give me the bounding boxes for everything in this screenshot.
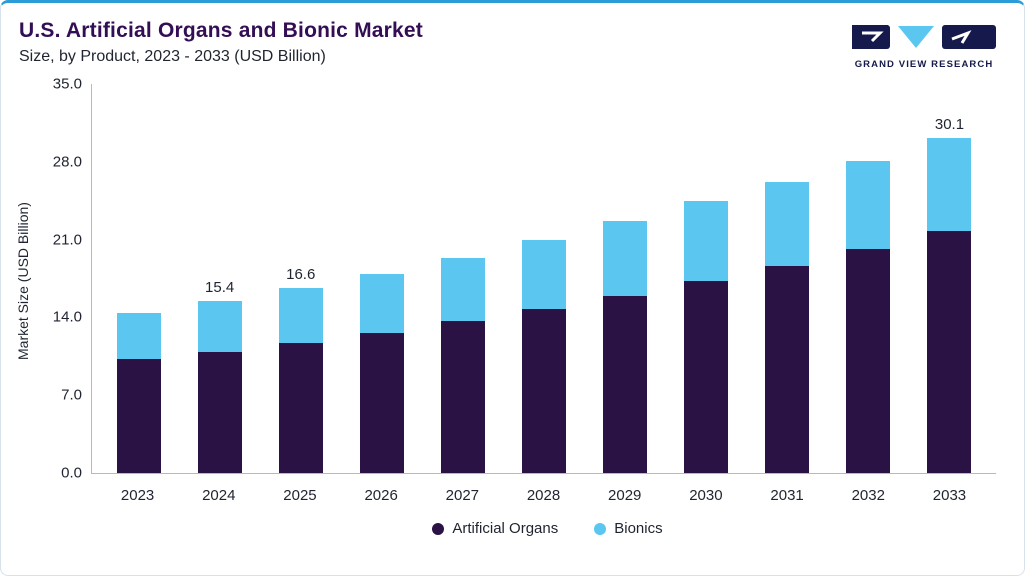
bar-column <box>98 84 179 473</box>
grand-view-research-logo-icon <box>852 25 996 49</box>
bar-stack <box>278 288 323 473</box>
chart: Market Size (USD Billion) 35.0 28.0 21.0 14… <box>1 70 1024 537</box>
bar-total-label: 16.6 <box>286 266 316 284</box>
legend: Artificial Organs Bionics <box>99 520 996 537</box>
x-tick-label: 2025 <box>283 487 317 504</box>
bar-segment-bionics <box>927 137 972 232</box>
bar-segment-bionics <box>846 161 891 250</box>
page-subtitle: Size, by Product, 2023 - 2033 (USD Billi… <box>19 48 326 65</box>
page-title: U.S. Artificial Organs and Bionic Market <box>19 19 423 42</box>
bar-column <box>828 84 909 473</box>
x-tick-label: 2030 <box>689 487 723 504</box>
bar-segment-artificial-organs <box>278 342 323 473</box>
legend-label-bionics: Bionics <box>614 520 663 537</box>
y-axis-title: Market Size (USD Billion) <box>15 201 31 360</box>
x-tick-label: 2033 <box>932 487 967 504</box>
bar-segment-bionics <box>197 301 242 352</box>
brand-logo: GRAND VIEW RESEARCH <box>850 23 998 70</box>
bar-segment-bionics <box>765 182 810 266</box>
bar-segment-artificial-organs <box>359 332 404 473</box>
bar-column <box>747 84 828 473</box>
bar-segment-bionics <box>684 201 729 282</box>
x-tick-label: 2026 <box>364 487 398 504</box>
bar-column: 16.6 <box>260 84 341 473</box>
bar-column <box>341 84 422 473</box>
x-tick-label: 2023 <box>120 487 155 504</box>
bar-stack <box>603 221 648 473</box>
bar-segment-artificial-organs <box>846 249 891 473</box>
bar-stack <box>440 257 485 473</box>
bar-segment-bionics <box>603 221 648 296</box>
header: U.S. Artificial Organs and Bionic Market… <box>1 3 1024 70</box>
bar-segment-artificial-organs <box>440 321 485 473</box>
bar-column <box>585 84 666 473</box>
bar-stack <box>927 137 972 473</box>
legend-dot-artificial-organs-icon <box>432 522 445 535</box>
bar-segment-artificial-organs <box>765 265 810 473</box>
header-titles: U.S. Artificial Organs and Bionic Market… <box>19 19 423 66</box>
x-axis-labels: 2023 2024 2025 2026 2027 2028 2029 2030 2031 2032… <box>91 474 996 504</box>
bar-column: 15.4 <box>179 84 260 473</box>
bar-segment-bionics <box>359 273 404 333</box>
bar-total-label: 30.1 <box>934 115 965 133</box>
bar-column: 30.1 <box>909 84 990 473</box>
bar-stack <box>765 182 810 473</box>
y-tick-label: 0.0 <box>61 464 82 482</box>
bar-stack <box>846 161 891 473</box>
bar-stack <box>197 301 242 473</box>
bar-stack <box>522 240 567 473</box>
bars: 15.4 16.6 30.1 <box>92 84 996 473</box>
y-tick-label: 21.0 <box>52 231 82 249</box>
x-tick-label: 2028 <box>526 487 561 504</box>
bar-segment-artificial-organs <box>522 309 567 473</box>
bar-segment-artificial-organs <box>684 281 729 473</box>
plot-area: 35.0 28.0 21.0 14.0 7.0 0.0 15.4 16.6 30.1 <box>53 76 996 482</box>
x-tick-label: 2029 <box>608 487 642 504</box>
x-tick-label: 2024 <box>202 487 236 504</box>
legend-item-bionics: Bionics <box>594 520 663 537</box>
bar-segment-bionics <box>116 312 161 360</box>
y-tick-label: 14.0 <box>52 308 82 326</box>
y-tick-label: 35.0 <box>52 75 82 93</box>
bar-stack <box>359 273 404 473</box>
plot-wrap: 35.0 28.0 21.0 14.0 7.0 0.0 15.4 16.6 30.1 2023… <box>39 76 996 537</box>
bar-segment-bionics <box>278 288 323 343</box>
y-tick-label: 28.0 <box>52 153 82 171</box>
legend-label-artificial-organs: Artificial Organs <box>452 520 559 537</box>
bar-column <box>666 84 747 473</box>
bar-segment-bionics <box>440 257 485 322</box>
y-tick-label: 7.0 <box>61 386 82 404</box>
bar-stack <box>116 312 161 473</box>
bar-stack <box>684 201 729 473</box>
bar-segment-artificial-organs <box>927 231 972 473</box>
x-tick-label: 2032 <box>851 487 885 504</box>
bar-column <box>422 84 503 473</box>
logo-text: GRAND VIEW RESEARCH <box>854 59 994 70</box>
x-tick-label: 2027 <box>445 487 480 504</box>
bar-segment-bionics <box>522 240 567 310</box>
legend-dot-bionics-icon <box>594 522 607 535</box>
bar-total-label: 15.4 <box>205 279 235 297</box>
bar-segment-artificial-organs <box>603 295 648 473</box>
bar-segment-artificial-organs <box>116 359 161 473</box>
x-tick-label: 2031 <box>770 487 804 504</box>
bar-column <box>503 84 584 473</box>
legend-item-artificial-organs: Artificial Organs <box>432 520 558 537</box>
bar-segment-artificial-organs <box>197 351 242 473</box>
